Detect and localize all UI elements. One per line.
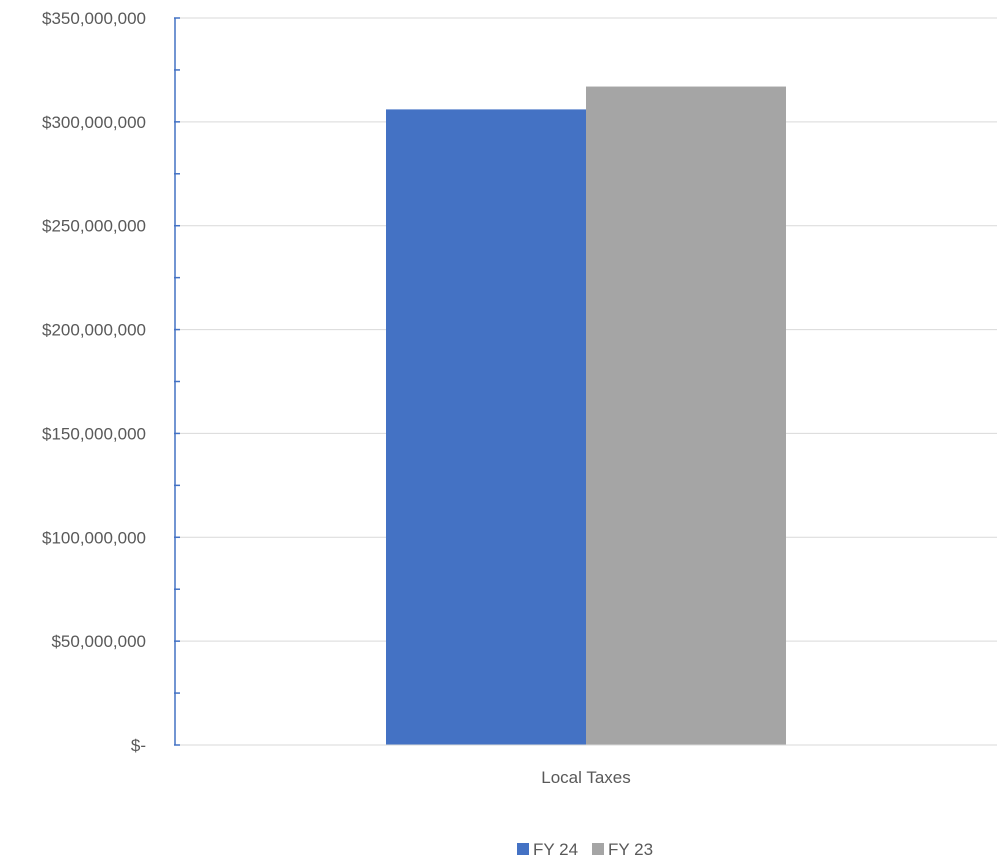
legend-label: FY 24	[533, 840, 578, 859]
y-tick-label: $50,000,000	[51, 632, 146, 651]
y-tick-labels: $- $50,000,000 $100,000,000 $150,000,000 $20…	[42, 9, 146, 755]
legend-item: FY 24	[517, 840, 578, 859]
legend-item: FY 23	[592, 840, 653, 859]
y-tick-label: $100,000,000	[42, 528, 146, 547]
x-category-label: Local Taxes	[541, 768, 630, 787]
legend: FY 24 FY 23	[517, 840, 653, 859]
bars	[386, 86, 786, 745]
y-tick-label: $-	[131, 736, 146, 755]
y-axis	[174, 17, 997, 746]
x-category-labels: Local Taxes	[541, 768, 630, 787]
bar-fy-23	[586, 86, 786, 745]
legend-swatch	[517, 843, 529, 855]
y-tick-label: $200,000,000	[42, 321, 146, 340]
legend-label: FY 23	[608, 840, 653, 859]
y-tick-label: $250,000,000	[42, 217, 146, 236]
y-tick-label: $150,000,000	[42, 424, 146, 443]
legend-swatch	[592, 843, 604, 855]
y-tick-label: $300,000,000	[42, 113, 146, 132]
bar-fy-24	[386, 109, 586, 745]
y-tick-label: $350,000,000	[42, 9, 146, 28]
